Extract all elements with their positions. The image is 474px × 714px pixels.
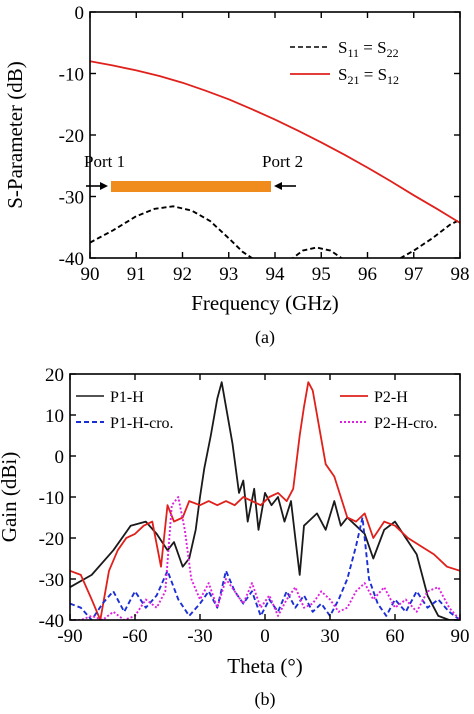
panel-a-legend: S11 = S22 S21 = S12 [290,38,399,87]
legend-label-p1-h-cro: P1-H-cro. [110,415,174,432]
chart1-x-tick-label: 60 [386,626,405,647]
panel-b-legend: P1-H P1-H-cro. P2-H P2-H-cro. [76,389,438,432]
panel-a-y-axis-label: S-Parameter (dB) [3,61,27,209]
panel-a-caption: (a) [255,327,275,348]
chart1-x-tick-label: -90 [57,626,82,647]
chart0-x-tick-label: 91 [127,264,146,285]
panel-b-gain-chart: P1-H P1-H-cro. P2-H P2-H-cro. -90 -60 -30 0… [0,365,470,710]
chart1-x-tick-label: 90 [451,626,470,647]
panel-b-axis-ticks: -90 -60 -30 0 30 60 90 20 10 0 -10 -20 -30 -40 [39,365,470,647]
panel-b-y-axis-label: Gain (dBi) [0,452,21,542]
port1-label: Port 1 [84,152,125,171]
chart0-y-tick-label: -20 [59,126,84,147]
chart1-y-tick-label: -20 [39,529,64,550]
legend-label-p1-h: P1-H [110,389,144,406]
chart1-y-tick-label: 20 [45,365,64,386]
legend-label-s11: S11 = S22 [338,38,399,60]
chart1-series-line-1 [70,381,460,620]
chart0-x-tick-label: 90 [81,264,100,285]
port2-label: Port 2 [262,152,303,171]
chart0-x-tick-label: 94 [266,264,286,285]
inset-microstrip-diagram: Port 1 Port 2 [84,152,303,192]
panel-b-x-axis-label: Theta (°) [227,654,302,678]
microstrip-line [111,181,271,192]
panel-b-series-group [70,381,460,620]
chart1-y-tick-label: -30 [39,570,64,591]
panel-a-s-parameter-chart: Port 1 Port 2 S11 = S22 S21 = S12 90 91 92… [3,3,470,348]
chart1-y-tick-label: -10 [39,488,64,509]
chart0-x-tick-label: 97 [404,264,423,285]
chart0-x-tick-label: 96 [358,264,377,285]
chart0-series-line-1 [90,60,460,224]
panel-a-series-group [90,60,460,258]
chart1-y-tick-label: 0 [55,447,65,468]
chart1-x-tick-label: -60 [122,626,147,647]
chart0-x-tick-label: 98 [451,264,470,285]
panel-a-axis-ticks: 90 91 92 93 94 95 96 97 98 0 -10 -20 -30 -40 [59,3,470,285]
port1-arrow-head [100,182,108,190]
chart1-series-line-3 [70,496,460,620]
chart0-y-tick-label: -40 [59,249,84,270]
chart1-y-tick-label: -40 [39,611,64,632]
chart0-x-tick-label: 92 [173,264,192,285]
panel-a-x-axis-label: Frequency (GHz) [191,291,339,315]
chart1-x-tick-label: -30 [187,626,212,647]
chart0-y-tick-label: 0 [75,3,85,24]
port2-arrow-head [274,182,282,190]
chart0-x-tick-label: 93 [219,264,238,285]
chart1-x-tick-label: 30 [321,626,340,647]
chart0-x-tick-label: 95 [312,264,331,285]
chart0-y-tick-label: -10 [59,65,84,86]
legend-label-s21: S21 = S12 [338,65,399,87]
legend-label-p2-h: P2-H [374,389,408,406]
panel-b-caption: (b) [255,689,276,710]
chart1-y-tick-label: 10 [45,406,64,427]
chart1-x-tick-label: 0 [260,626,270,647]
panel-a-plot-frame [89,11,461,259]
chart0-y-tick-label: -30 [59,188,84,209]
legend-label-p2-h-cro: P2-H-cro. [374,415,438,432]
